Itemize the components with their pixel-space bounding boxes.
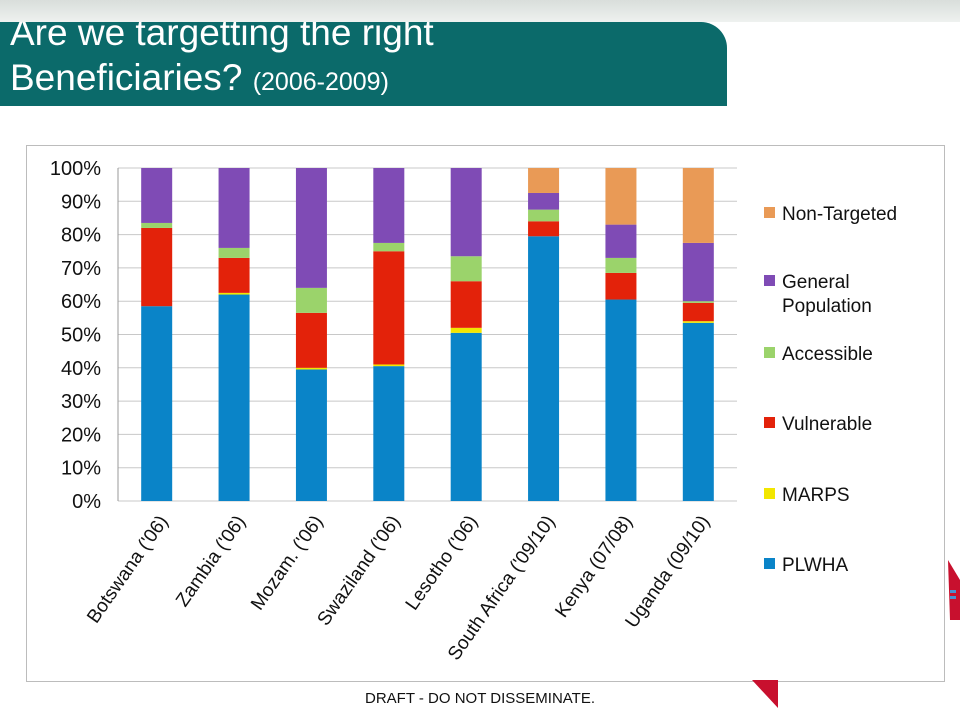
y-tick-label: 70%: [61, 258, 101, 280]
bar-segment: [141, 306, 173, 501]
chart-frame: 0% 10% 20% 30% 40% 50% 60% 70% 80% 90% 100% Botswan…: [26, 145, 945, 682]
y-tick-label: 40%: [61, 358, 101, 380]
red-ribbon-mark: [752, 680, 778, 708]
legend-label: Vulnerable: [782, 414, 872, 435]
x-tick-label: Mozam. ('06): [247, 512, 327, 614]
bar-segment: [295, 369, 327, 501]
bar-segment: [373, 251, 405, 365]
bar-segment: [373, 366, 405, 501]
bar-segment: [450, 327, 482, 333]
bar-segment: [450, 332, 482, 501]
bar-segment: [682, 302, 714, 322]
legend-swatch: [764, 417, 775, 428]
bar-segment: [528, 192, 560, 210]
legend-label: Accessible: [782, 344, 873, 365]
y-tick-label: 0%: [72, 491, 101, 513]
title-banner: Are we targetting the right Beneficiarie…: [0, 22, 727, 106]
y-tick-label: 10%: [61, 458, 101, 480]
bar-segment: [528, 221, 560, 237]
title-years: (2006-2009): [252, 68, 389, 96]
bar-segment: [605, 272, 637, 300]
x-tick-label: Zambia ('06): [172, 512, 250, 611]
bar-segment: [450, 281, 482, 328]
top-strip: [0, 0, 960, 22]
bar-segment: [141, 227, 173, 307]
bar-segment: [295, 168, 327, 288]
bar-segment: [605, 257, 637, 273]
y-tick-label: 60%: [61, 291, 101, 313]
y-tick-label: 20%: [61, 424, 101, 446]
corner-decoration: [948, 560, 960, 620]
bar-segment: [682, 321, 714, 323]
y-tick-label: 80%: [61, 225, 101, 247]
bar-segment: [373, 168, 405, 243]
bar-segment: [295, 312, 327, 368]
legend-label: PLWHA: [782, 555, 848, 576]
bar-segment: [682, 168, 714, 243]
y-tick-label: 100%: [50, 158, 101, 180]
legend-label: MARPS: [782, 485, 850, 506]
bar-segment: [295, 367, 327, 370]
y-tick-label: 90%: [61, 191, 101, 213]
bar-segment: [218, 292, 250, 295]
x-tick-label: Kenya (07/08): [551, 512, 637, 622]
bar-segment: [141, 222, 173, 228]
legend-swatch: [764, 207, 775, 218]
bar-segment: [682, 322, 714, 501]
bar-segment: [528, 168, 560, 193]
title-line-2: Beneficiaries? (2006-2009): [10, 55, 434, 105]
bar-segment: [373, 364, 405, 367]
slide-title: Are we targetting the right Beneficiarie…: [10, 22, 434, 105]
bar-segment: [450, 168, 482, 257]
legend-swatch: [764, 275, 775, 286]
x-tick-label: Botswana ('06): [83, 512, 173, 627]
legend-swatch: [764, 558, 775, 569]
stacked-bar-chart: 0% 10% 20% 30% 40% 50% 60% 70% 80% 90% 100% Botswan…: [50, 158, 897, 664]
bar-segment: [218, 247, 250, 258]
bar-segment: [605, 168, 637, 225]
y-tick-label: 50%: [61, 325, 101, 347]
y-tick-label: 30%: [61, 391, 101, 413]
bar-segment: [373, 242, 405, 252]
bar-segment: [218, 257, 250, 293]
legend-swatch: [764, 488, 775, 499]
legend-label: Non-Targeted: [782, 204, 897, 225]
bar-segment: [141, 168, 173, 223]
bar-segment: [295, 287, 327, 313]
x-tick-label: Lesotho ('06): [402, 512, 482, 614]
title-main: Beneficiaries?: [10, 57, 243, 98]
bar-segment: [682, 242, 714, 302]
bar-segment: [605, 224, 637, 258]
bar-segment: [218, 168, 250, 248]
bar-segment: [682, 301, 714, 303]
bar-segment: [605, 299, 637, 501]
footer-note: DRAFT - DO NOT DISSEMINATE.: [364, 690, 596, 707]
legend-swatch: [764, 347, 775, 358]
legend-label: General: [782, 272, 850, 293]
bar-segment: [450, 256, 482, 282]
bar-segment: [528, 209, 560, 222]
title-line-1: Are we targetting the right: [10, 22, 434, 53]
x-tick-label: Swaziland ('06): [314, 512, 405, 630]
x-tick-label: Uganda (09/10): [621, 512, 714, 632]
bar-segment: [528, 236, 560, 501]
bar-segment: [218, 294, 250, 501]
legend-label: Population: [782, 296, 872, 317]
